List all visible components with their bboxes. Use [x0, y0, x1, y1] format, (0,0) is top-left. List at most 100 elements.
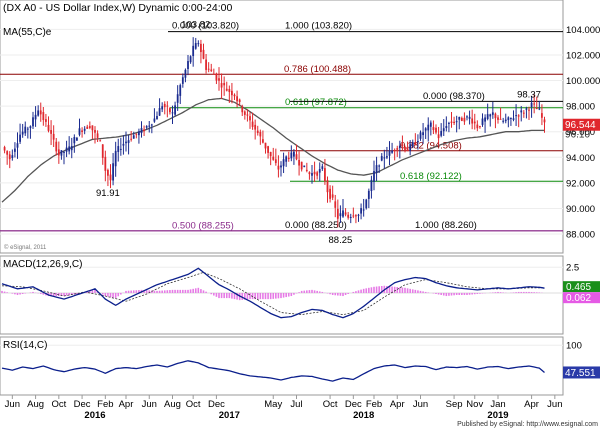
candle-body — [349, 216, 352, 218]
candle-body — [94, 129, 96, 133]
candle-body — [264, 142, 267, 149]
candle-body — [287, 157, 290, 160]
candle-body — [414, 142, 417, 145]
candle-body — [479, 126, 481, 128]
candle-body — [318, 169, 321, 173]
candle-body — [3, 147, 6, 151]
candle-body — [259, 131, 262, 137]
macd-signal-line — [1, 271, 545, 316]
candle-body — [161, 106, 164, 110]
rsi-title: RSI(14,C) — [3, 340, 47, 351]
month-tick-label: Feb — [366, 399, 382, 410]
time-axis: Jun Aug Oct Dec Feb Apr Jun Aug Oct Dec May Jul Oct D… — [5, 395, 562, 421]
fib-range-label: 0.000 (103.820) — [172, 21, 239, 32]
candle-body — [298, 159, 300, 166]
candle-body — [329, 188, 331, 199]
candle-body — [476, 124, 479, 129]
candle-body — [308, 172, 311, 175]
price-grid — [0, 28, 563, 235]
candle-body — [189, 56, 192, 63]
candle-body — [355, 215, 357, 217]
price-annotations: 103.82 98.37 91.91 88.25 — [96, 20, 541, 246]
candle-body — [171, 112, 174, 114]
candle-body — [445, 126, 448, 129]
candle-body — [163, 103, 166, 108]
candle-body — [375, 165, 378, 174]
month-tick-label: Jun — [142, 399, 157, 410]
candle-body — [432, 127, 435, 131]
candle-body — [218, 78, 220, 81]
candle-body — [249, 116, 251, 121]
fib-level-label: 0.618 (92.122) — [400, 171, 462, 182]
rsi-panel-frame — [0, 336, 564, 396]
candle-body — [313, 171, 316, 175]
candle-body — [45, 119, 47, 122]
candle-body — [269, 151, 272, 157]
candle-body — [448, 122, 450, 124]
candle-body — [538, 108, 541, 110]
fib-range-label: 0.000 (88.250) — [285, 220, 347, 231]
candle-body — [373, 171, 375, 182]
candle-body — [76, 137, 78, 141]
price-tick-label: 90.000 — [566, 204, 595, 215]
price-annotation: 103.82 — [181, 20, 210, 31]
month-tick-label: Jul — [290, 399, 302, 410]
candle-body — [47, 124, 50, 131]
candle-body — [417, 140, 419, 143]
candle-body — [205, 59, 207, 70]
last-price-box — [563, 118, 600, 131]
fib-level-label: 0.382 (94.508) — [400, 140, 462, 151]
candle-body — [96, 133, 99, 138]
candle-body — [153, 118, 156, 122]
esignal-watermark: © eSignal, 2011 — [4, 244, 47, 251]
candle-body — [192, 45, 195, 57]
candle-body — [130, 138, 133, 140]
signal-value-label: 0.062 — [566, 293, 591, 304]
fib-level-label: 0.000 (98.370) — [423, 91, 485, 102]
candle-body — [145, 126, 148, 128]
candle-body — [530, 102, 533, 108]
price-tick-label: 96.000 — [566, 127, 595, 138]
price-axis: 88.000 90.000 92.000 94.000 96.000 98.000 100.… — [566, 25, 600, 241]
macd-tick-label: 2.5 — [566, 263, 579, 274]
candle-body — [453, 121, 455, 124]
candle-body — [393, 149, 396, 151]
month-tick-label: Oct — [186, 399, 201, 410]
candle-body — [380, 156, 383, 161]
fib-level-label: 0.500 (88.255) — [172, 220, 234, 231]
price-annotation: 91.91 — [96, 188, 120, 199]
candle-body — [181, 77, 184, 84]
candle-body — [11, 155, 14, 158]
price-tick-label: 104.000 — [566, 25, 600, 36]
month-tick-label: Jun — [5, 399, 20, 410]
rsi-axis: 100 — [566, 341, 582, 352]
candle-body — [207, 68, 210, 70]
candle-body — [117, 146, 120, 152]
month-tick-label: Oct — [323, 399, 338, 410]
candle-body — [517, 115, 520, 117]
candle-body — [60, 150, 63, 156]
candle-body — [401, 144, 404, 147]
candle-body — [127, 140, 130, 144]
candle-body — [396, 148, 399, 150]
candle-body — [344, 212, 347, 215]
month-tick-label: Apr — [524, 399, 539, 410]
candle-body — [21, 131, 24, 135]
fib-range-label: 1.000 (103.820) — [285, 21, 352, 32]
candle-body — [241, 106, 244, 113]
candle-body — [427, 124, 430, 131]
candle-body — [290, 152, 293, 159]
year-tick-label: 2016 — [84, 410, 105, 421]
candle-body — [8, 154, 11, 160]
candle-body — [156, 115, 158, 120]
candle-body — [316, 172, 319, 176]
price-tick-label: 92.000 — [566, 178, 595, 189]
candle-body — [367, 190, 370, 199]
candle-body — [174, 105, 176, 115]
candle-body — [39, 110, 42, 115]
candle-body — [339, 213, 342, 217]
candle-body — [114, 150, 117, 167]
candle-body — [228, 88, 231, 93]
candle-body — [450, 121, 453, 123]
